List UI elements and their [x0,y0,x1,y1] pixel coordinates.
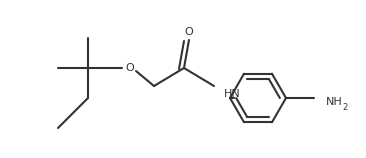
Text: O: O [184,27,193,37]
Text: HN: HN [224,89,241,99]
Text: 2: 2 [342,103,347,112]
Text: NH: NH [326,97,343,107]
Text: O: O [126,63,134,73]
